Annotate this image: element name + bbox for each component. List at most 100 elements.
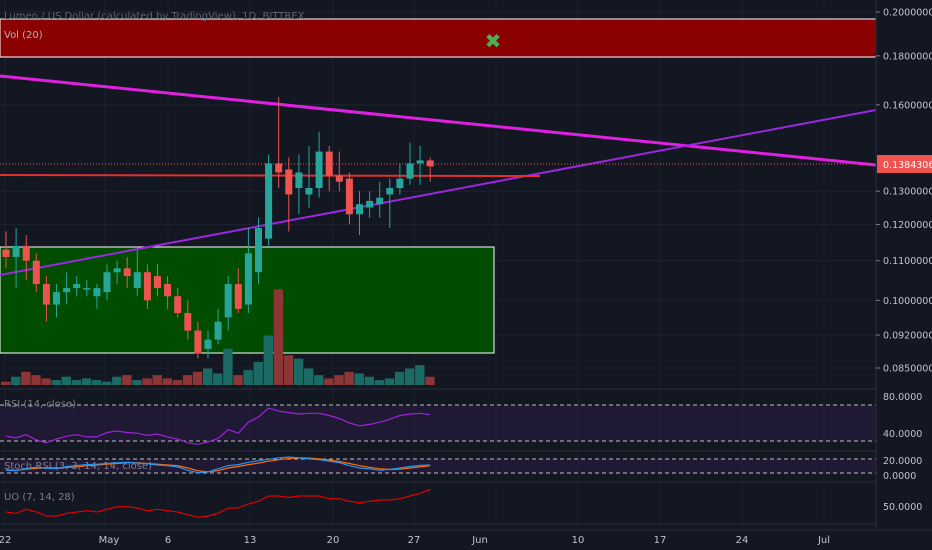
volume-bar [122, 375, 132, 385]
volume-bar [51, 380, 61, 385]
candle-body [143, 272, 151, 301]
rsi-band [0, 405, 876, 441]
stoch-k-line [5, 456, 431, 474]
volume-bar [91, 380, 102, 385]
candle-body [113, 268, 121, 273]
volume-bar [374, 380, 385, 385]
candle-body [305, 188, 313, 195]
candle [93, 284, 101, 309]
candle-body [123, 268, 131, 277]
descending-trendline[interactable] [0, 74, 877, 167]
volume-bar [304, 368, 314, 385]
candle [255, 217, 262, 285]
resistance-zone [0, 18, 877, 58]
volume-bar [192, 371, 203, 385]
candle-body [174, 296, 182, 314]
uo-label: UO (7, 14, 28) [4, 492, 75, 503]
time-label: 27 [408, 535, 421, 546]
candle-body [83, 288, 91, 290]
volume-bar [253, 361, 263, 385]
candle [63, 272, 71, 305]
candle-body [103, 272, 111, 293]
volume-bar [344, 371, 354, 385]
candle [265, 154, 273, 246]
candle [426, 157, 434, 182]
volume-bar [233, 375, 243, 385]
time-label: May [99, 535, 120, 546]
candle [416, 145, 424, 185]
volume-bar [334, 375, 344, 385]
volume-bar [152, 375, 162, 385]
grid-lines [0, 0, 876, 530]
volume-bar [263, 335, 273, 385]
volume-bar [394, 371, 405, 385]
candle-body [285, 169, 293, 195]
candle-body [93, 288, 101, 297]
volume-bar [243, 370, 253, 385]
rsi-axis-lower: 40.0000 [883, 429, 922, 440]
candle [83, 280, 91, 297]
candle-body [244, 253, 252, 305]
candle [406, 142, 414, 185]
volume-bar [273, 289, 284, 385]
candle [224, 276, 232, 331]
time-label: 10 [572, 535, 585, 546]
x-marker-icon: ✖ [485, 29, 502, 53]
time-axis[interactable]: 22 May 6 13 20 27 Jun 10 17 24 Jul [0, 535, 830, 546]
volume-bar [31, 375, 41, 385]
volume-bars [1, 289, 435, 385]
candle [143, 264, 151, 309]
candle [133, 249, 141, 297]
candle [275, 97, 283, 189]
volume-label: Vol (20) [4, 30, 43, 41]
candle [194, 321, 202, 359]
candle [22, 235, 30, 281]
volume-bar [162, 378, 172, 385]
volume-bar [283, 355, 294, 385]
candle [204, 330, 212, 359]
candle [113, 260, 121, 285]
time-label: 22 [0, 535, 11, 546]
candle-body [204, 339, 212, 349]
candle-body [2, 249, 10, 257]
volume-bar [112, 376, 122, 385]
candle-body [214, 321, 222, 340]
candle [386, 178, 394, 229]
volume-bar [1, 381, 11, 385]
time-label: 20 [327, 535, 340, 546]
volume-bar [324, 378, 334, 385]
volume-bar [223, 348, 233, 385]
time-label: 24 [736, 535, 749, 546]
stoch-axis-lower: 0.0000 [883, 471, 916, 482]
volume-bar [61, 376, 71, 385]
candle [376, 181, 384, 218]
volume-bar [21, 371, 31, 385]
candle [325, 145, 333, 192]
candle-body [265, 163, 273, 239]
volume-bar [71, 380, 82, 385]
volume-bar [41, 378, 51, 385]
candle [214, 308, 222, 345]
candle [295, 154, 303, 215]
candle-body [255, 228, 262, 273]
ascending-trendline[interactable] [0, 109, 877, 276]
chart-title: Lumen / US Dollar (calculated by Trading… [4, 11, 305, 22]
candle-body [335, 175, 343, 182]
volume-bar [132, 380, 142, 385]
candle [53, 284, 60, 318]
rsi-label: RSI (14, close) [4, 399, 76, 410]
volume-bar [102, 381, 112, 385]
candle-body [224, 284, 232, 318]
time-label: 6 [165, 535, 171, 546]
volume-bar [172, 380, 183, 385]
volume-bar [314, 375, 324, 385]
candlesticks [2, 97, 434, 359]
